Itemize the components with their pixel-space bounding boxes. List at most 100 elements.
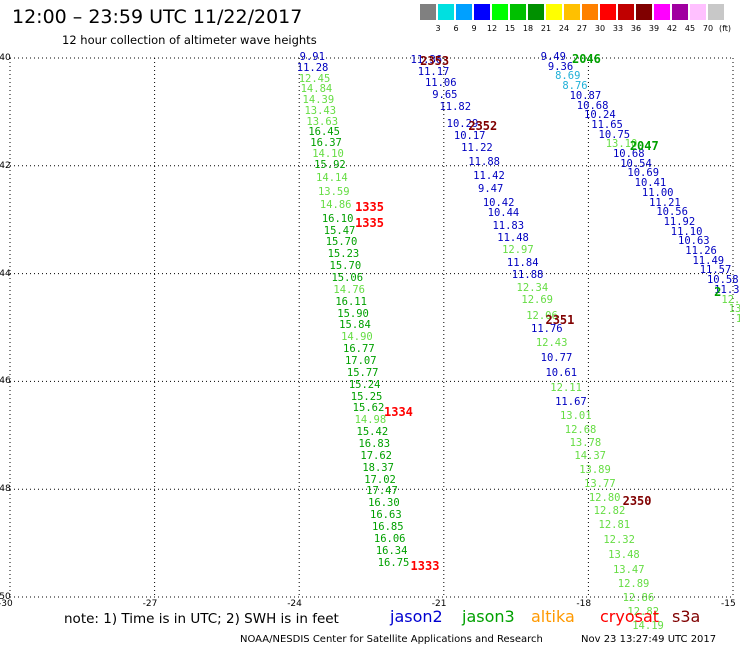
wave-height-label: 11.17 [417,65,450,78]
map-title: 12:00 – 23:59 UTC 11/22/2017 [12,6,303,28]
wave-height-label: 15.24 [348,378,381,391]
wave-height-label: 14.86 [319,199,352,212]
wave-height-label: 11.21 [649,196,681,209]
latitude-tick-label: -40 [0,53,11,63]
wave-height-label: 16.45 [308,126,340,139]
latitude-tick-label: -42 [0,160,11,171]
wave-height-label: 14.98 [354,414,387,427]
wave-height-label: 15.84 [339,319,371,332]
color-swatch [528,4,544,20]
pass-time-label: 2046 [571,52,601,66]
wave-height-label: 11.92 [663,215,696,228]
wave-height-label: 10.68 [612,148,645,161]
wave-height-label: 10.56 [656,206,688,219]
wave-height-label: 13.04 [728,303,740,316]
wave-height-label: 15.47 [323,224,356,237]
wave-height-label: 11.49 [692,254,725,267]
wave-height-label: 15.77 [346,366,379,379]
color-swatch [708,4,724,20]
wave-height-label: 13.10 [605,138,638,151]
longitude-tick-label: -24 [287,599,302,609]
wave-height-label: 10.29 [446,118,479,131]
pass-time-label: 1335 [355,216,384,231]
wave-height-label: 16.37 [310,137,342,150]
wave-height-label: 15.70 [325,236,358,249]
wave-height-label: 10.61 [545,366,578,379]
wave-height-label: 11.36 [714,283,740,296]
wave-height-label: 15.92 [314,158,346,171]
pass-time-label: 2353 [420,53,450,68]
satellite-legend-cryosat: cryosat [600,607,660,626]
color-swatch [456,4,472,20]
wave-height-label: 11.48 [497,231,529,244]
color-swatch [474,4,490,20]
wave-height-label: 13.48 [608,549,640,562]
wave-height-label: 16.10 [321,212,354,225]
wave-height-label: 12.32 [603,533,635,546]
color-scale-label: 45 [684,24,696,33]
color-swatch [672,4,688,20]
wave-height-label: 12.34 [516,281,549,294]
wave-height-label: 13.43 [304,104,337,117]
wave-height-label: 11.65 [591,118,623,131]
satellite-legend-altika: altika [531,607,575,626]
wave-height-label: 16.63 [370,509,402,522]
wave-height-label: 10.41 [634,177,667,190]
wave-height-label: 9.36 [547,60,574,73]
wave-height-label: 12.06 [526,309,558,322]
wave-height-label: 11.42 [473,169,505,182]
pass-time-label: 2 [714,284,722,299]
wave-height-label: 14.14 [316,172,348,185]
wave-height-label: 15.90 [337,307,369,320]
pass-time-label: 1334 [384,405,413,420]
wave-height-label: 17.02 [364,473,396,486]
wave-height-label: 11.28 [296,61,329,74]
wave-height-label: 16.83 [358,438,391,450]
wave-height-label: 10.54 [620,157,652,170]
wave-height-label: 13.63 [306,115,339,128]
wave-height-label: 13.01 [559,409,592,422]
color-swatch [690,4,706,20]
color-scale-label: 18 [522,24,534,33]
map-subtitle: 12 hour collection of altimeter wave hei… [62,33,317,47]
wave-height-label: 10.69 [627,167,660,180]
color-swatch [420,4,436,20]
wave-height-label: 14.90 [341,331,373,344]
wave-height-label: 17.07 [344,354,377,367]
wave-height-label: 15.42 [356,426,389,439]
color-scale-label: 39 [648,24,660,33]
latitude-tick-label: -50 [0,592,11,602]
pass-time-label: 2351 [545,313,575,328]
wave-height-label: 12.69 [521,293,553,306]
wave-height-label: 17.62 [360,449,392,462]
wave-height-label: 14.76 [333,283,365,296]
longitude-tick-label: -30 [0,599,13,609]
color-swatch [654,4,670,20]
wave-height-label: 11.22 [461,142,493,155]
wave-height-label: 12.86 [622,592,655,605]
wave-height-label: 16.34 [375,544,408,557]
wave-height-label: 10.42 [482,196,515,209]
wave-height-label: 12.24 [735,312,740,325]
wave-height-label: 16.77 [343,343,375,356]
wave-height-label: 13.59 [317,185,350,198]
wave-height-label: 10.87 [569,89,602,102]
wave-height-label: 18.37 [362,461,394,474]
latitude-tick-label: -46 [0,376,11,387]
wave-height-label: 17.47 [366,485,398,498]
wave-height-label: 11.57 [699,264,732,277]
pass-time-label: 1335 [355,200,384,215]
wave-height-label: 10.24 [584,109,616,122]
color-scale-label: 70 [702,24,714,33]
latitude-tick-label: -48 [0,484,11,495]
wave-height-label: 11.84 [506,257,539,270]
wave-height-label: 12.82 [593,504,626,517]
wave-height-label: 12.89 [617,578,650,591]
color-swatch [582,4,598,20]
wave-height-label: 15.70 [329,260,362,273]
wave-height-label: 12.97 [502,243,534,256]
wave-height-label: 16.11 [335,295,367,308]
longitude-tick-label: -21 [431,599,447,609]
color-swatch [600,4,616,20]
wave-height-label: 13.78 [569,436,602,449]
